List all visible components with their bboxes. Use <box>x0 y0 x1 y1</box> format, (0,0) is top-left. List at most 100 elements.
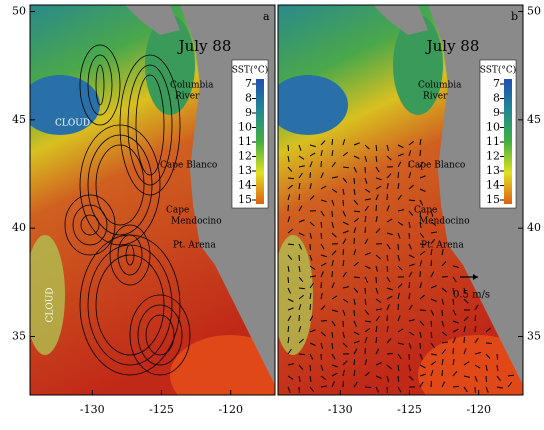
velocity-arrow <box>419 199 424 206</box>
velocity-arrow <box>331 282 335 289</box>
velocity-arrow <box>452 309 457 316</box>
velocity-arrow <box>320 262 327 267</box>
velocity-arrow <box>353 320 357 327</box>
colorbar-tick-label: 15 <box>486 193 500 206</box>
velocity-arrow <box>309 152 316 157</box>
velocity-arrow <box>287 184 293 190</box>
velocity-arrow <box>397 283 403 289</box>
velocity-arrow <box>397 353 402 360</box>
velocity-arrow <box>375 194 379 201</box>
velocity-arrow <box>353 331 360 336</box>
cool-water <box>145 15 195 115</box>
velocity-arrow <box>331 188 338 193</box>
velocity-arrow <box>364 238 369 245</box>
velocity-arrow <box>364 198 371 201</box>
place-label: Cape <box>166 206 189 216</box>
colorbar-tick-label: 8 <box>493 92 500 105</box>
velocity-arrow <box>397 194 402 201</box>
panel-label: b <box>511 10 518 23</box>
velocity-arrow <box>287 177 295 180</box>
velocity-arrow <box>419 243 427 246</box>
contour <box>79 44 121 126</box>
velocity-arrow <box>386 205 390 212</box>
velocity-arrow <box>364 287 367 295</box>
velocity-arrow <box>320 185 327 190</box>
velocity-arrow <box>298 193 301 201</box>
velocity-arrow <box>287 348 292 355</box>
velocity-arrow <box>353 340 360 344</box>
velocity-arrow <box>320 210 325 217</box>
velocity-arrow <box>353 166 358 173</box>
velocity-arrow <box>364 327 371 333</box>
colorbar-tick-label: 7 <box>493 77 500 90</box>
velocity-arrow <box>496 386 503 389</box>
velocity-arrow <box>364 226 367 234</box>
velocity-arrow <box>474 304 479 311</box>
velocity-arrow <box>408 281 411 289</box>
velocity-arrow <box>331 353 336 360</box>
velocity-arrow <box>331 295 338 300</box>
y-tick-label: 50 <box>12 5 26 18</box>
velocity-arrow <box>386 326 389 333</box>
colorbar-tick-label: 12 <box>486 150 500 163</box>
velocity-arrow <box>342 309 346 316</box>
velocity-arrow <box>375 155 378 163</box>
velocity-arrow <box>320 293 323 300</box>
velocity-arrow <box>309 265 316 270</box>
velocity-arrow <box>419 282 423 289</box>
velocity-arrow <box>386 218 393 223</box>
velocity-arrow <box>287 315 292 322</box>
place-label: River <box>423 92 448 102</box>
colorbar-title: SST(°C) <box>480 65 517 76</box>
velocity-arrow <box>408 375 414 381</box>
velocity-arrow <box>386 276 391 283</box>
velocity-arrow <box>353 199 359 205</box>
colorbar-tick-label: 11 <box>238 135 252 148</box>
velocity-arrow <box>320 172 324 179</box>
velocity-arrow <box>320 221 323 229</box>
velocity-arrow <box>320 271 324 278</box>
velocity-arrow <box>375 325 378 333</box>
velocity-arrow <box>298 326 302 333</box>
velocity-arrow <box>364 188 371 193</box>
velocity-arrow <box>419 188 426 192</box>
colorbar-tick-label: 13 <box>486 164 500 177</box>
velocity-arrow <box>452 287 455 295</box>
velocity-arrow <box>441 359 444 366</box>
velocity-arrow <box>353 210 361 213</box>
panel-frame <box>29 4 276 396</box>
place-label: Columbia <box>170 81 214 91</box>
x-tick-label: -120 <box>218 403 243 416</box>
velocity-arrow <box>309 386 315 393</box>
velocity-arrow <box>507 374 515 377</box>
velocity-arrow <box>419 210 422 218</box>
velocity-arrow <box>342 360 348 366</box>
velocity-arrow <box>408 254 415 259</box>
contour <box>72 204 108 246</box>
velocity-arrow <box>452 298 455 306</box>
velocity-arrow <box>298 375 301 382</box>
velocity-arrow <box>331 309 338 313</box>
velocity-arrow <box>353 249 357 256</box>
velocity-arrow <box>298 205 303 212</box>
velocity-arrow <box>287 194 291 201</box>
velocity-arrow <box>298 243 303 250</box>
velocity-arrow <box>430 370 434 377</box>
velocity-arrow <box>375 144 378 152</box>
velocity-arrow <box>452 320 459 324</box>
velocity-arrow <box>397 375 400 383</box>
velocity-arrow <box>474 364 481 369</box>
velocity-arrow <box>419 381 424 388</box>
velocity-arrow <box>441 331 448 337</box>
velocity-arrow <box>375 315 380 322</box>
velocity-arrow <box>408 292 411 300</box>
velocity-arrow <box>298 364 304 370</box>
velocity-arrow <box>342 199 345 207</box>
velocity-arrow <box>408 210 414 216</box>
velocity-arrow <box>474 375 478 382</box>
colorbar-tick-label: 14 <box>238 179 252 192</box>
velocity-arrow <box>342 188 345 195</box>
velocity-arrow <box>331 331 334 339</box>
panel-label: a <box>263 10 270 23</box>
